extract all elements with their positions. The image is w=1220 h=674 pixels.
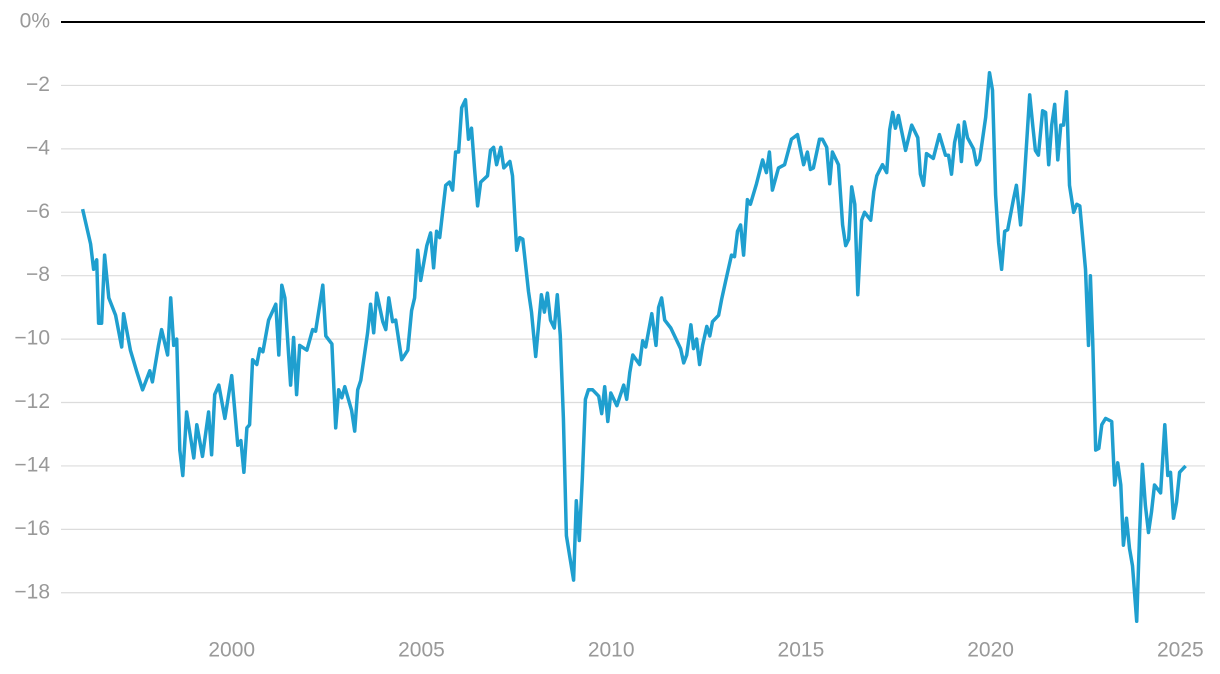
y-tick-label: −18 xyxy=(14,580,50,603)
y-tick-label: −16 xyxy=(14,517,50,540)
y-tick-label: −4 xyxy=(26,136,50,159)
y-tick-label: −6 xyxy=(26,200,50,223)
y-tick-label: 0% xyxy=(20,10,50,33)
y-tick-label: −2 xyxy=(26,73,50,96)
y-tick-label: −14 xyxy=(14,453,50,476)
x-tick-label: 2000 xyxy=(208,639,255,662)
y-tick-label: −12 xyxy=(14,390,50,413)
x-tick-label: 2010 xyxy=(588,639,635,662)
x-tick-label: 2015 xyxy=(778,639,825,662)
data-line xyxy=(80,70,1187,624)
y-tick-label: −10 xyxy=(14,327,50,350)
y-tick-label: −8 xyxy=(26,263,50,286)
x-tick-label: 2020 xyxy=(967,639,1014,662)
x-tick-label: 2025 xyxy=(1157,639,1204,662)
x-tick-label: 2005 xyxy=(398,639,445,662)
